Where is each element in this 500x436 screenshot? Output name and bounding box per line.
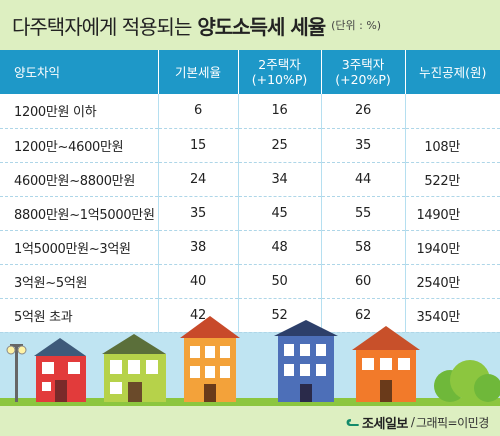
cell-gain: 1200만~4600만원 — [0, 128, 159, 163]
cell-basic-rate: 15 — [158, 128, 239, 163]
credit-separator: / — [410, 415, 415, 429]
table-row: 4600만원~8800만원 24 34 44 522만 — [0, 162, 500, 197]
header-gain: 양도차익 — [0, 50, 159, 94]
cell-basic-rate: 24 — [158, 162, 239, 197]
cell-three-homes: 44 — [321, 162, 406, 197]
table-row: 1200만원 이하 6 16 26 — [0, 94, 500, 129]
title-main: 다주택자에게 적용되는 — [12, 14, 192, 39]
cell-gain: 1200만원 이하 — [0, 94, 159, 129]
tax-rate-table: 양도차익 기본세율 2주택자 (+10%P) 3주택자 (+20%P) 누진공제… — [0, 50, 500, 333]
table-row: 8800만원~1억5000만원 35 45 55 1490만 — [0, 196, 500, 231]
cell-two-homes: 52 — [238, 298, 322, 333]
cell-two-homes: 16 — [238, 94, 322, 129]
header-deduction: 누진공제(원) — [405, 50, 500, 94]
table-row: 1억5000만원~3억원 38 48 58 1940만 — [0, 230, 500, 265]
table-header-row: 양도차익 기본세율 2주택자 (+10%P) 3주택자 (+20%P) 누진공제… — [0, 50, 500, 94]
cell-basic-rate: 40 — [158, 264, 239, 299]
cell-three-homes: 55 — [321, 196, 406, 231]
cell-gain: 1억5000만원~3억원 — [0, 230, 159, 265]
cell-gain: 3억원~5억원 — [0, 264, 159, 299]
title-unit: (단위 : %) — [331, 19, 382, 32]
credit-byline: 그래픽=이민경 — [415, 415, 489, 430]
brand-name: 조세일보 — [362, 416, 408, 432]
credit-line: ᓚ 조세일보 / 그래픽=이민경 — [346, 412, 489, 432]
header-two-homes: 2주택자 (+10%P) — [238, 50, 322, 94]
cell-basic-rate: 6 — [158, 94, 239, 129]
cell-gain: 5억원 초과 — [0, 298, 159, 333]
cell-two-homes: 25 — [238, 128, 322, 163]
cell-three-homes: 26 — [321, 94, 406, 129]
title-bar: 다주택자에게 적용되는 양도소득세 세율 (단위 : %) — [0, 0, 500, 50]
cell-three-homes: 58 — [321, 230, 406, 265]
cell-two-homes: 45 — [238, 196, 322, 231]
cell-basic-rate: 35 — [158, 196, 239, 231]
table-row: 5억원 초과 42 52 62 3540만 — [0, 298, 500, 333]
cell-deduction: 2540만 — [405, 264, 500, 299]
table-row: 3억원~5억원 40 50 60 2540만 — [0, 264, 500, 299]
cell-deduction — [405, 94, 500, 129]
cell-two-homes: 50 — [238, 264, 322, 299]
header-basic-rate: 기본세율 — [158, 50, 239, 94]
cell-deduction: 108만 — [405, 128, 500, 163]
brand-logo-icon: ᓚ — [346, 414, 360, 430]
cell-gain: 4600만원~8800만원 — [0, 162, 159, 197]
cell-gain: 8800만원~1억5000만원 — [0, 196, 159, 231]
cell-basic-rate: 38 — [158, 230, 239, 265]
table-body: 1200만원 이하 6 16 26 1200만~4600만원 15 25 35 108만 46… — [0, 94, 500, 333]
cell-deduction: 522만 — [405, 162, 500, 197]
table-row: 1200만~4600만원 15 25 35 108만 — [0, 128, 500, 163]
cell-basic-rate: 42 — [158, 298, 239, 333]
cell-deduction: 1490만 — [405, 196, 500, 231]
cell-two-homes: 34 — [238, 162, 322, 197]
cell-deduction: 1940만 — [405, 230, 500, 265]
cell-three-homes: 60 — [321, 264, 406, 299]
cell-three-homes: 35 — [321, 128, 406, 163]
cell-deduction: 3540만 — [405, 298, 500, 333]
table-panel: 양도차익 기본세율 2주택자 (+10%P) 3주택자 (+20%P) 누진공제… — [0, 50, 500, 436]
title-emphasis: 양도소득세 세율 — [197, 14, 326, 39]
cell-two-homes: 48 — [238, 230, 322, 265]
header-three-homes: 3주택자 (+20%P) — [321, 50, 406, 94]
cell-three-homes: 62 — [321, 298, 406, 333]
